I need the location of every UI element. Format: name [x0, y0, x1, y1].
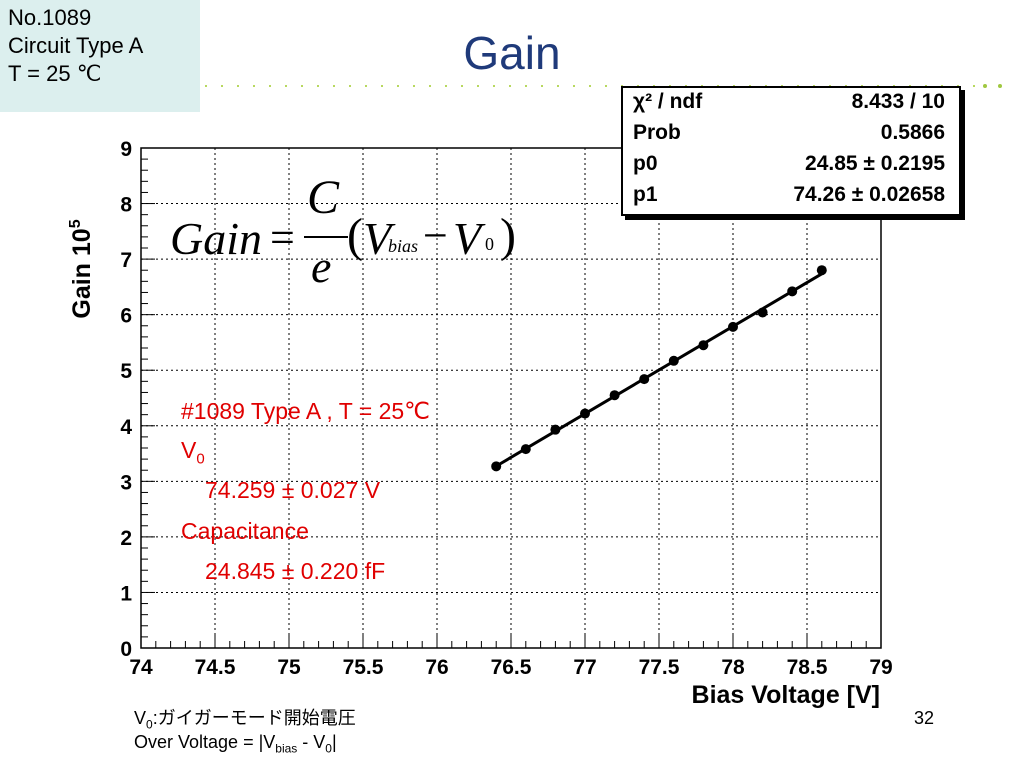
data-point — [698, 340, 709, 351]
y-tick-label: 3 — [120, 471, 132, 494]
formula-open-paren: ( — [347, 209, 363, 262]
formula-fraction-bar — [304, 236, 348, 238]
data-point — [816, 265, 827, 276]
data-point — [550, 424, 561, 435]
stats-key: χ² / ndf — [633, 90, 703, 113]
formula-lhs: Gain — [170, 213, 262, 264]
data-point — [520, 444, 531, 455]
annotation-v0-sub: 0 — [196, 450, 205, 468]
label-line-temperature: T = 25 ℃ — [8, 61, 102, 86]
stats-row-prob: Prob 0.5866 — [633, 121, 945, 151]
y-axis-label: Gain 105 — [67, 219, 96, 318]
x-tick-label: 77.5 — [639, 656, 680, 679]
formula-v0: V — [453, 213, 482, 264]
stats-row-chi2: χ² / ndf 8.433 / 10 — [633, 90, 945, 120]
y-tick-label: 2 — [120, 527, 132, 550]
formula-sub-bias: bias — [388, 236, 419, 256]
svg-text:Gain 105: Gain 105 — [67, 219, 96, 318]
y-tick-label: 0 — [120, 638, 132, 661]
data-point — [491, 461, 502, 472]
x-tick-label: 75 — [277, 656, 301, 679]
annotation-line-sample: #1089 Type A , T = 25℃ — [181, 398, 431, 424]
data-points — [491, 265, 827, 472]
annotation-v0-text: V — [181, 437, 197, 463]
formula-minus: − — [423, 211, 448, 260]
y-tick-label: 6 — [120, 305, 132, 328]
y-tick-label: 8 — [120, 194, 132, 217]
stats-key: p0 — [633, 152, 658, 175]
fit-line — [495, 272, 823, 468]
stats-value: 74.26 ± 0.02658 — [793, 183, 945, 206]
formula-equals: = — [270, 213, 295, 262]
x-tick-label: 76 — [425, 656, 448, 679]
annotation-line-v0-value: 74.259 ± 0.027 V — [205, 477, 381, 503]
y-axis-label-text: Gain 10 — [68, 228, 96, 318]
x-tick-label: 78 — [721, 656, 745, 679]
y-axis-label-exponent: 5 — [67, 219, 84, 228]
stats-row-p0: p0 24.85 ± 0.2195 — [633, 152, 945, 182]
formula-sub0: 0 — [485, 234, 494, 254]
annotation-line-capacitance-value: 24.845 ± 0.220 fF — [205, 558, 386, 584]
formula-denominator: e — [311, 241, 332, 292]
formula-close-paren: ) — [500, 209, 516, 262]
x-tick-label: 79 — [869, 656, 892, 679]
x-tick-labels: 74 74.5 75 75.5 76 76.5 77 77.5 78 78.5 79 — [129, 656, 892, 679]
x-tick-label: 74 — [129, 656, 153, 679]
x-tick-label: 76.5 — [491, 656, 532, 679]
stats-key: Prob — [633, 121, 681, 144]
gain-formula: Gain = C e ( V bias − V 0 ) — [170, 171, 530, 296]
y-tick-label: 4 — [120, 416, 132, 439]
data-point — [787, 286, 798, 297]
data-point — [580, 408, 590, 419]
data-point — [728, 321, 738, 332]
x-tick-label: 77 — [573, 656, 596, 679]
y-tick-label: 1 — [120, 582, 132, 605]
x-tick-label: 78.5 — [787, 656, 828, 679]
stats-value: 8.433 / 10 — [851, 90, 945, 113]
stats-value: 0.5866 — [880, 121, 945, 144]
x-tick-label: 74.5 — [195, 656, 236, 679]
page-number: 32 — [914, 708, 935, 728]
data-point — [639, 374, 650, 385]
y-tick-labels: 0 1 2 3 4 5 6 7 8 9 — [120, 138, 132, 661]
label-line-circuit: Circuit Type A — [8, 33, 144, 58]
slide-label-box: No.1089 Circuit Type A T = 25 ℃ — [0, 0, 200, 112]
annotation-line-capacitance: Capacitance — [181, 518, 309, 544]
annotation-line-v0: V0 — [181, 437, 205, 468]
y-tick-label: 5 — [120, 360, 132, 383]
x-axis-label: Bias Voltage [V] — [692, 681, 880, 709]
formula-v-bias: V — [363, 213, 392, 264]
data-point — [757, 307, 768, 318]
data-point — [668, 355, 679, 366]
stats-value: 24.85 ± 0.2195 — [805, 152, 945, 175]
y-tick-label: 9 — [120, 138, 132, 161]
bottom-note-v0: V0:ガイガーモード開始電圧 — [134, 708, 356, 732]
x-tick-label: 75.5 — [343, 656, 384, 679]
bottom-note-overvoltage: Over Voltage = |Vbias - V0| — [134, 732, 337, 756]
stats-key: p1 — [633, 183, 658, 206]
label-line-number: No.1089 — [8, 5, 92, 30]
data-point — [609, 390, 620, 401]
fit-stats-box: χ² / ndf 8.433 / 10 Prob 0.5866 p0 24.85… — [621, 86, 961, 216]
stats-row-p1: p1 74.26 ± 0.02658 — [633, 183, 945, 213]
slide-title: Gain — [463, 27, 561, 79]
formula-numerator: C — [307, 171, 340, 224]
y-tick-label: 7 — [120, 249, 132, 272]
chart-ticks — [140, 147, 882, 649]
